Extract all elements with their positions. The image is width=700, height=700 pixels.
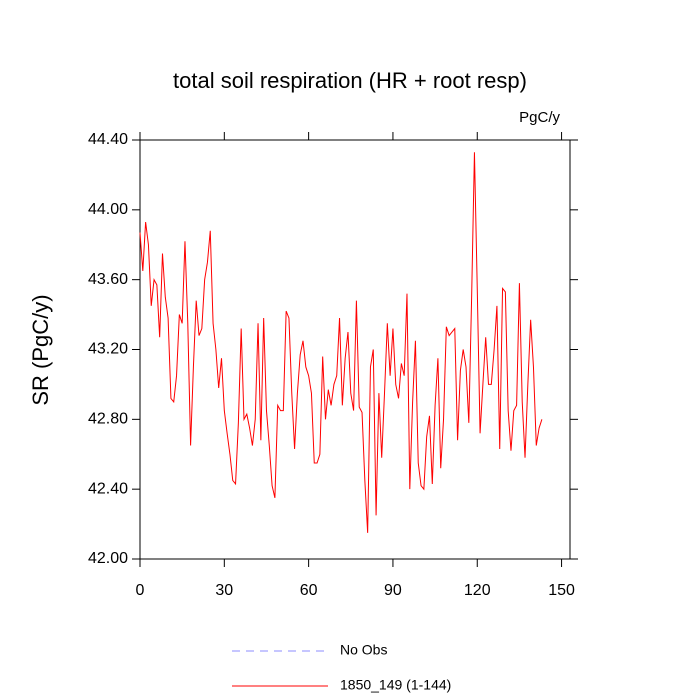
x-tick-label: 150: [548, 582, 575, 599]
units-label: PgC/y: [519, 109, 560, 126]
data-line: [139, 152, 543, 533]
y-tick-label: 43.20: [88, 341, 128, 358]
y-tick-label: 42.80: [88, 411, 128, 428]
legend-label: No Obs: [340, 642, 387, 658]
x-tick-label: 120: [464, 582, 491, 599]
y-axis-label: SR (PgC/y): [28, 294, 53, 405]
x-tick-label: 0: [136, 582, 145, 599]
y-tick-label: 42.00: [88, 550, 128, 567]
y-tick-label: 44.00: [88, 201, 128, 218]
legend-label: 1850_149 (1-144): [340, 677, 451, 693]
y-tick-label: 42.40: [88, 480, 128, 497]
chart-title: total soil respiration (HR + root resp): [173, 68, 527, 93]
y-tick-label: 44.40: [88, 131, 128, 148]
x-tick-label: 30: [215, 582, 233, 599]
y-tick-label: 43.60: [88, 271, 128, 288]
x-tick-label: 60: [300, 582, 318, 599]
x-tick-label: 90: [384, 582, 402, 599]
